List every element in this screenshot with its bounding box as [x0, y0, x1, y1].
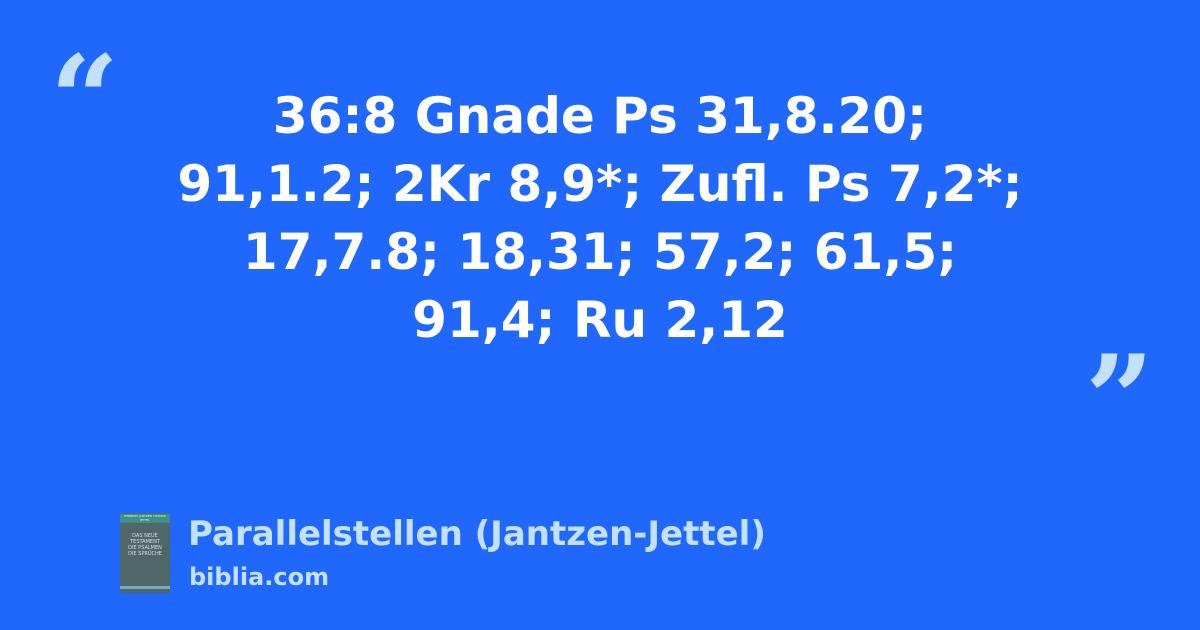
quote-line: 17,7.8; 18,31; 57,2; 61,5; — [242, 223, 958, 281]
quote-line: 36:8 Gnade Ps 31,8.20; — [272, 87, 928, 145]
quote-line: 91,4; Ru 2,12 — [412, 291, 788, 349]
open-quote-icon: “ — [50, 29, 120, 170]
quote-line: 91,1.2; 2Kr 8,9*; Zufl. Ps 7,2*; — [177, 155, 1023, 213]
quote-text: 36:8 Gnade Ps 31,8.20; 91,1.2; 2Kr 8,9*;… — [120, 82, 1080, 354]
cover-stripe — [120, 586, 170, 589]
close-quote-icon: ” — [1085, 329, 1155, 470]
source-title: Parallelstellen (Jantzen-Jettel) — [188, 514, 766, 554]
cover-band: HERBERT JANTZEN THOMAS JETTEL — [120, 514, 170, 523]
cover-title-line: DIE PSALMEN — [128, 545, 162, 551]
cover-title: DAS NEUE TESTAMENT DIE PSALMEN DIE SPRÜC… — [120, 533, 170, 557]
source-site: biblia.com — [189, 563, 330, 591]
cover-title-line: DAS NEUE — [132, 533, 158, 539]
cover-title-line: DIE SPRÜCHE — [128, 551, 162, 557]
book-cover: HERBERT JANTZEN THOMAS JETTEL DAS NEUE T… — [120, 513, 170, 593]
cover-authors: HERBERT JANTZEN THOMAS JETTEL — [124, 514, 166, 522]
cover-title-line: TESTAMENT — [130, 539, 160, 545]
